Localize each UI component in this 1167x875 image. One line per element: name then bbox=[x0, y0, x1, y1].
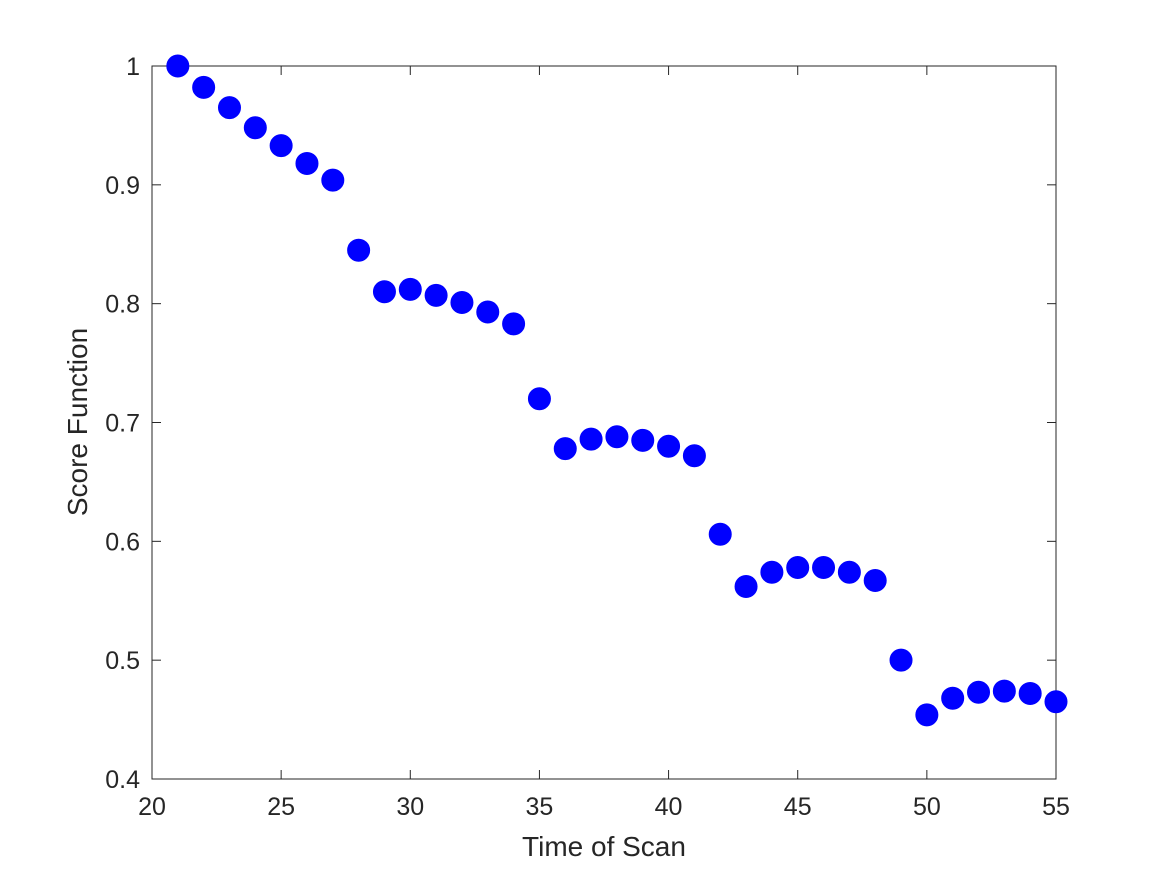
x-tick-label: 40 bbox=[655, 793, 683, 821]
x-tick-label: 50 bbox=[913, 793, 941, 821]
x-tick-label: 30 bbox=[396, 793, 424, 821]
data-point bbox=[889, 648, 913, 672]
y-axis-label: Score Function bbox=[62, 328, 93, 516]
x-tick-label: 55 bbox=[1042, 793, 1070, 821]
y-tick-label: 0.4 bbox=[105, 766, 140, 794]
y-tick-label: 0.7 bbox=[105, 410, 140, 438]
y-tick-label: 0.6 bbox=[105, 528, 140, 556]
data-point bbox=[863, 569, 887, 593]
data-point bbox=[760, 560, 784, 584]
y-tick-label: 0.8 bbox=[105, 291, 140, 319]
data-point bbox=[502, 312, 526, 336]
x-axis-label: Time of Scan bbox=[522, 831, 686, 862]
data-point bbox=[243, 116, 267, 140]
x-tick-label: 35 bbox=[526, 793, 554, 821]
data-point bbox=[321, 168, 345, 192]
data-point bbox=[786, 555, 810, 579]
data-point bbox=[734, 574, 758, 598]
x-tick-label: 45 bbox=[784, 793, 812, 821]
data-point bbox=[553, 437, 577, 461]
data-point bbox=[1044, 690, 1068, 714]
data-point bbox=[631, 428, 655, 452]
data-point bbox=[992, 679, 1016, 703]
y-tick-label: 1 bbox=[126, 53, 140, 81]
data-point bbox=[837, 560, 861, 584]
data-point bbox=[166, 54, 190, 78]
data-point bbox=[941, 686, 965, 710]
data-point bbox=[372, 280, 396, 304]
y-tick-label: 0.5 bbox=[105, 647, 140, 675]
y-tick-label: 0.9 bbox=[105, 172, 140, 200]
data-point bbox=[579, 427, 603, 451]
data-point bbox=[708, 522, 732, 546]
data-point bbox=[812, 555, 836, 579]
data-point bbox=[1018, 681, 1042, 705]
data-point bbox=[527, 387, 551, 411]
data-point bbox=[605, 425, 629, 449]
data-point bbox=[915, 703, 939, 727]
data-point bbox=[398, 277, 422, 301]
x-tick-label: 20 bbox=[138, 793, 166, 821]
data-point bbox=[424, 283, 448, 307]
data-point bbox=[682, 444, 706, 468]
data-points bbox=[166, 54, 1068, 727]
data-point bbox=[192, 75, 216, 99]
data-point bbox=[217, 96, 241, 120]
x-tick-label: 25 bbox=[267, 793, 295, 821]
data-point bbox=[347, 238, 371, 262]
data-point bbox=[269, 134, 293, 158]
data-point bbox=[476, 300, 500, 324]
data-point bbox=[967, 680, 991, 704]
data-point bbox=[657, 434, 681, 458]
data-point bbox=[295, 151, 319, 175]
data-point bbox=[450, 290, 474, 314]
x-axis-ticks: 20 25 30 35 40 45 50 55 bbox=[138, 66, 1070, 821]
y-axis-ticks: 0.4 0.5 0.6 0.7 0.8 0.9 1 bbox=[105, 53, 1056, 794]
